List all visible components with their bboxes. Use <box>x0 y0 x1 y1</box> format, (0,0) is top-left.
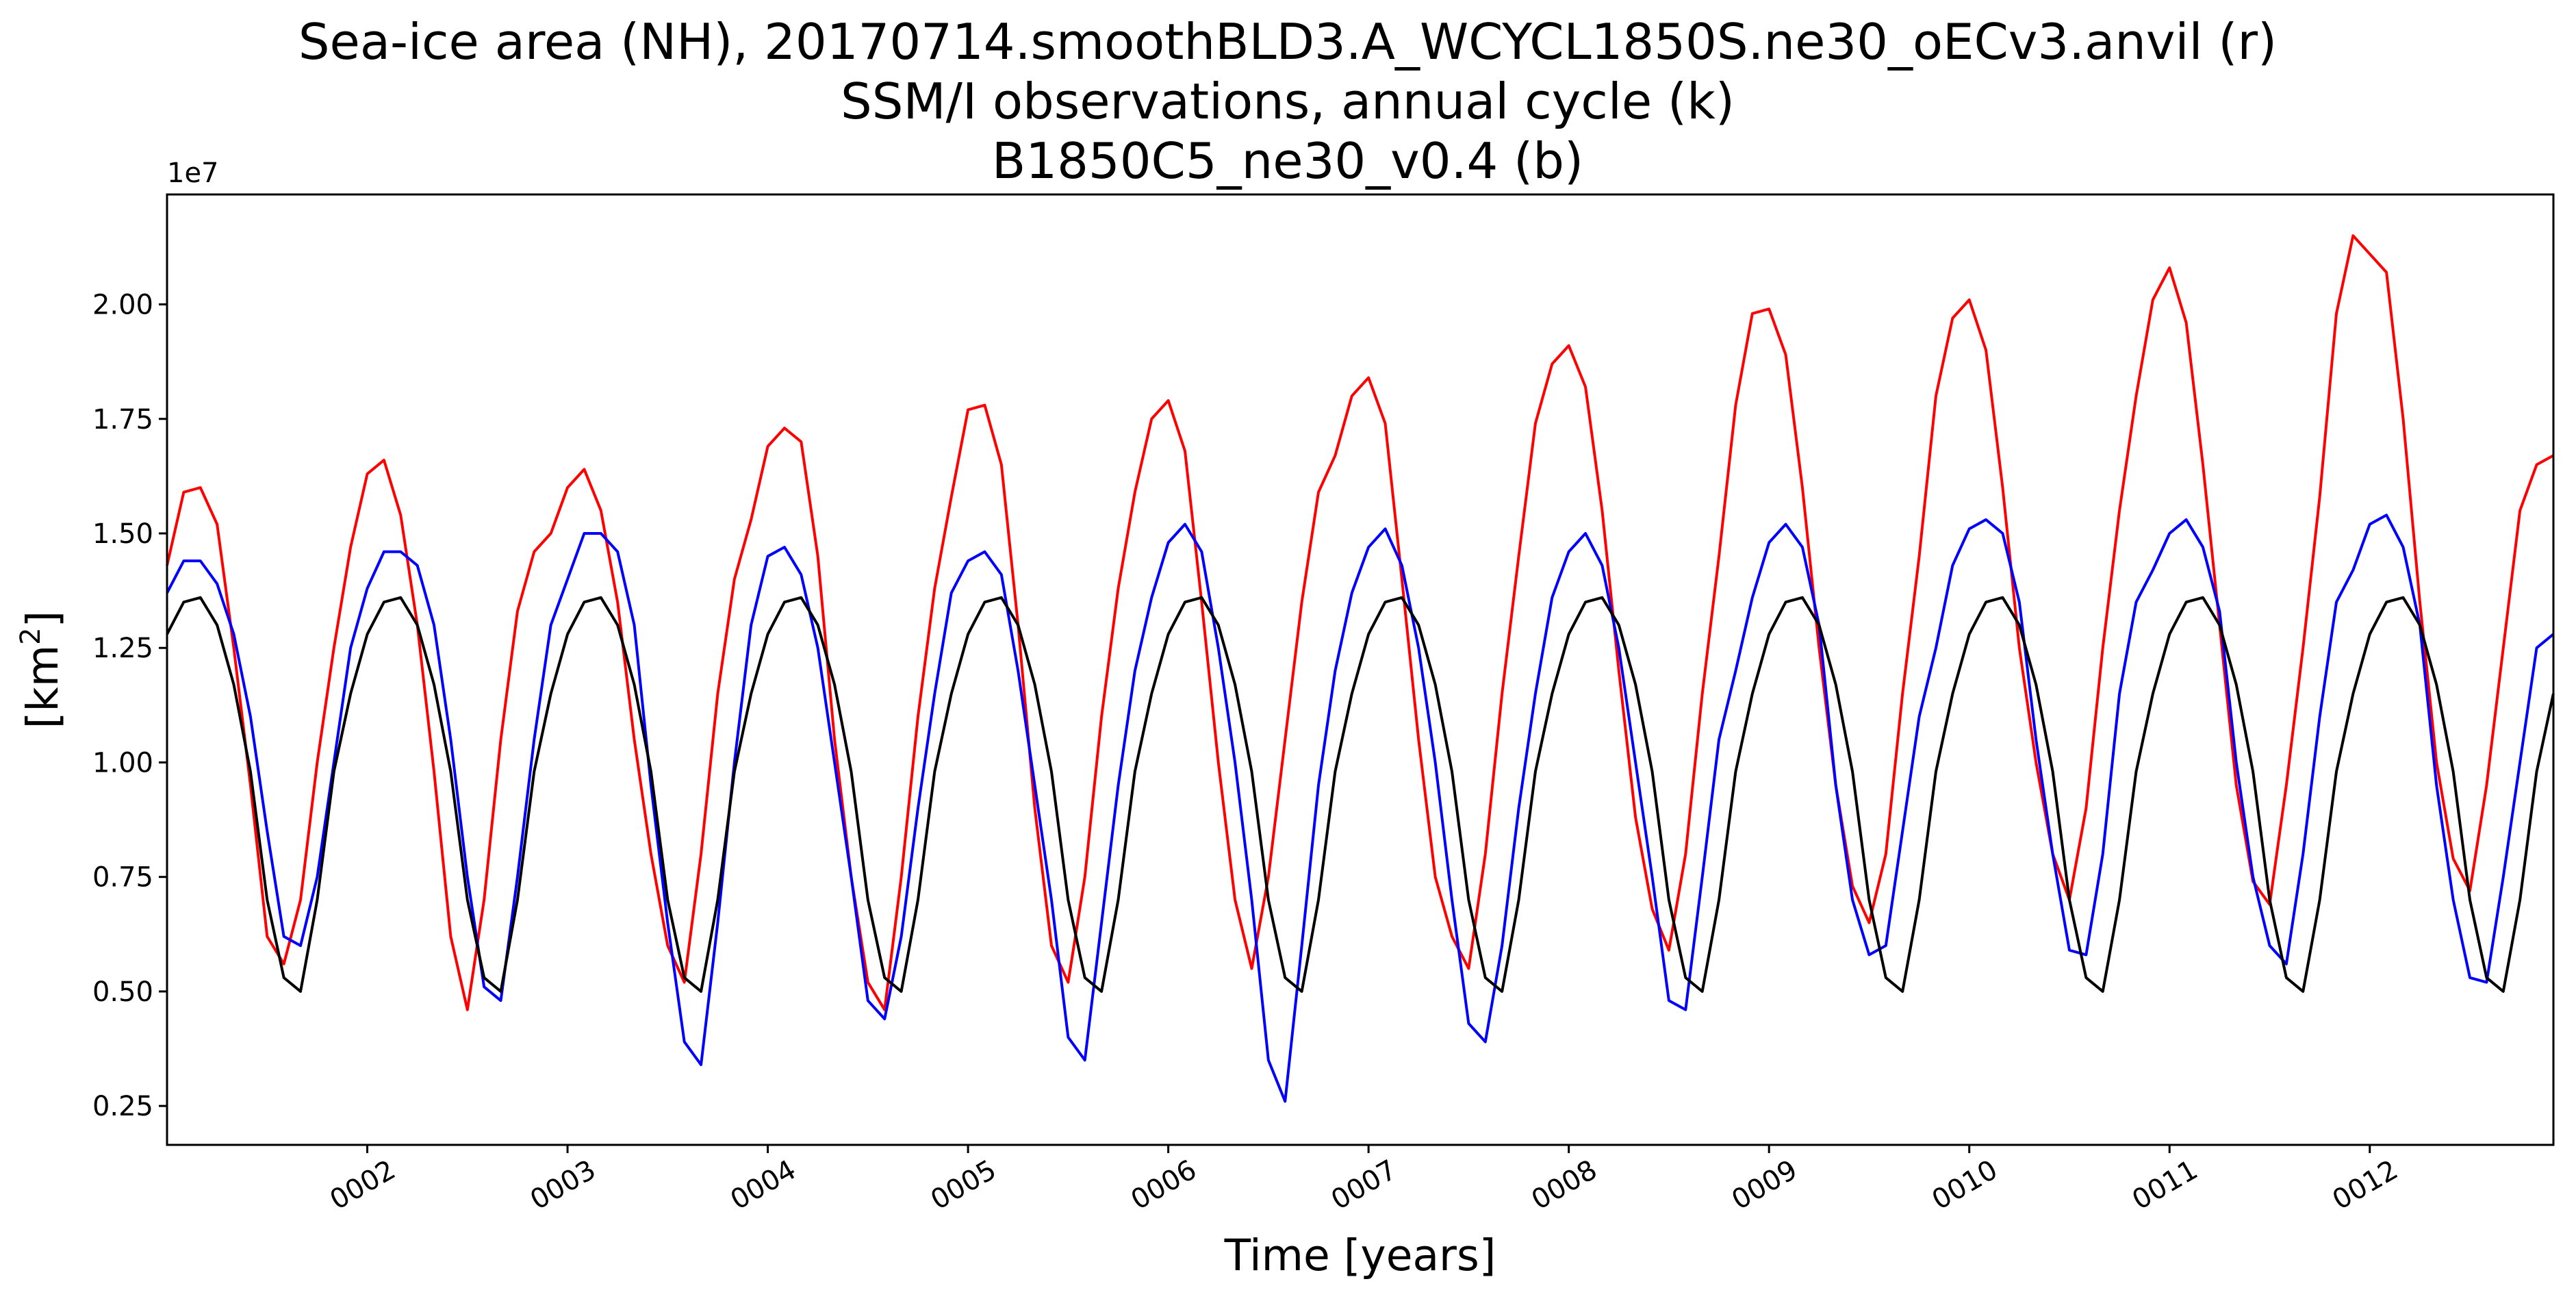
sea-ice-area-line-chart: Sea-ice area (NH), 20170714.smoothBLD3.A… <box>0 0 2576 1301</box>
x-tick-label: 0010 <box>1927 1154 2003 1216</box>
x-tick-label: 0004 <box>725 1154 801 1216</box>
series-line-2 <box>167 598 2553 991</box>
series-line-0 <box>167 236 2553 1009</box>
x-tick-label: 0009 <box>1726 1154 1802 1216</box>
y-tick-label: 1.00 <box>92 747 153 779</box>
y-tick-label: 1.25 <box>92 633 153 664</box>
y-axis-label-base: [km <box>18 645 68 729</box>
x-axis-ticks: 0002 0003 0004 0005 0006 0007 0008 0009 0010 0011… <box>324 1145 2403 1216</box>
x-tick-label: 0008 <box>1527 1154 1603 1216</box>
x-tick-label: 0005 <box>926 1154 1002 1216</box>
chart-figure: Sea-ice area (NH), 20170714.smoothBLD3.A… <box>0 0 2576 1301</box>
chart-title-line-3: B1850C5_ne30_v0.4 (b) <box>992 132 1583 190</box>
y-tick-label: 1.50 <box>92 518 153 550</box>
x-tick-label: 0002 <box>324 1154 400 1216</box>
y-axis-ticks: 0.25 0.50 0.75 1.00 1.25 1.50 1.75 2.00 <box>92 290 167 1123</box>
y-axis-label-close: ] <box>18 611 68 628</box>
series-layer <box>167 236 2553 1101</box>
x-tick-label: 0006 <box>1126 1154 1202 1216</box>
y-axis-label-superscript: 2 <box>15 627 47 644</box>
x-tick-label: 0007 <box>1326 1154 1402 1216</box>
plot-frame <box>167 194 2553 1145</box>
y-tick-label: 2.00 <box>92 290 153 321</box>
y-tick-label: 0.25 <box>92 1091 153 1122</box>
chart-title-line-2: SSM/I observations, annual cycle (k) <box>841 73 1735 130</box>
y-axis-label: [km2] <box>15 611 68 729</box>
y-tick-label: 0.50 <box>92 976 153 1008</box>
y-tick-label: 0.75 <box>92 862 153 894</box>
y-axis-offset-label: 1e7 <box>167 157 219 189</box>
chart-title-line-1: Sea-ice area (NH), 20170714.smoothBLD3.A… <box>298 13 2277 71</box>
y-tick-label: 1.75 <box>92 404 153 435</box>
x-axis-label: Time [years] <box>1224 1230 1496 1280</box>
x-tick-label: 0003 <box>525 1154 601 1216</box>
x-tick-label: 0012 <box>2328 1154 2403 1216</box>
series-line-1 <box>167 515 2553 1101</box>
x-tick-label: 0011 <box>2127 1154 2203 1216</box>
